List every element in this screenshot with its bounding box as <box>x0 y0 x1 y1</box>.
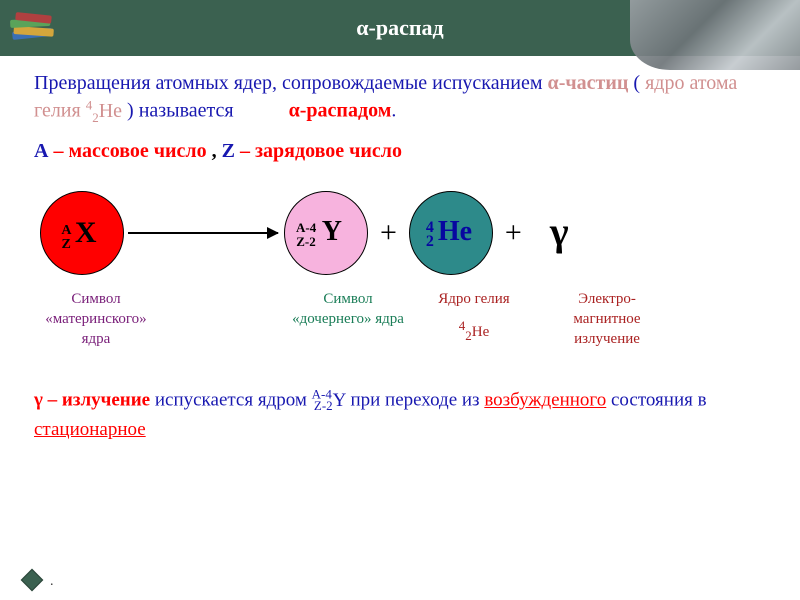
helium-label: 42He <box>426 214 476 251</box>
gamma-after: при переходе из <box>350 390 484 411</box>
daughter-nucleus: A-4Z-2Y <box>284 191 368 275</box>
plus-1: + <box>380 213 397 253</box>
plus-2: + <box>505 213 522 253</box>
mass-desc: – массовое число <box>53 140 206 162</box>
content-area: Превращения атомных ядер, сопровождаемые… <box>0 56 800 349</box>
charge-Z: Z <box>222 140 235 162</box>
parent-label: AZX <box>61 213 102 253</box>
charge-desc: – зарядовое число <box>240 140 402 162</box>
he-formula: 42He <box>418 317 530 345</box>
parent-caption: Символ «материнского» ядра <box>34 289 158 350</box>
gamma-symbol: γ <box>550 206 569 259</box>
paren-close: ) называется <box>127 100 284 122</box>
gamma-mid: испускается ядром <box>155 390 312 411</box>
helium-caption: Ядро гелия 42He <box>418 289 530 350</box>
mass-A: А <box>34 140 48 162</box>
he-isotope: 42He <box>86 100 122 122</box>
daughter-label: A-4Z-2Y <box>296 214 356 251</box>
daughter-formula: A-4Z-2Y <box>312 390 346 411</box>
books-icon <box>8 6 64 50</box>
spacer-1 <box>158 289 278 350</box>
header-decoration <box>630 0 800 70</box>
slide-bullet-icon <box>21 569 44 592</box>
stationary-state: стационарное <box>34 419 146 440</box>
paren-open: ( <box>633 72 640 94</box>
gamma-emission-term: γ – излучение <box>34 390 150 411</box>
comma: , <box>212 140 222 162</box>
intro-paragraph: Превращения атомных ядер, сопровождаемые… <box>34 70 766 126</box>
excited-state: возбужденного <box>484 390 606 411</box>
reaction-arrow <box>128 232 278 234</box>
diagram-labels-row: Символ «материнского» ядра Символ «дочер… <box>34 289 766 350</box>
gamma-caption: Электро- магнитное излучение <box>552 289 662 350</box>
slide-header: α-распад <box>0 0 800 56</box>
intro-text-1: Превращения атомных ядер, сопровождаемые… <box>34 72 548 94</box>
spacer-2 <box>530 289 552 350</box>
helium-nucleus: 42He <box>409 191 493 275</box>
intro-period: . <box>391 100 396 122</box>
daughter-caption: Символ «дочернего» ядра <box>278 289 418 350</box>
decay-diagram: AZX A-4Z-2Y + 42He + γ <box>34 191 766 275</box>
alpha-particles-text: α-частиц <box>548 72 629 94</box>
parent-nucleus: AZX <box>40 191 124 275</box>
footer-dot: . <box>50 574 54 590</box>
alpha-decay-term: α-распадом <box>289 100 392 122</box>
gamma-note: γ – излучение испускается ядром A-4Z-2Y … <box>0 385 800 444</box>
mass-charge-line: А – массовое число , Z – зарядовое число <box>34 138 766 164</box>
slide-title: α-распад <box>356 15 443 41</box>
gamma-mid2: состояния в <box>611 390 707 411</box>
